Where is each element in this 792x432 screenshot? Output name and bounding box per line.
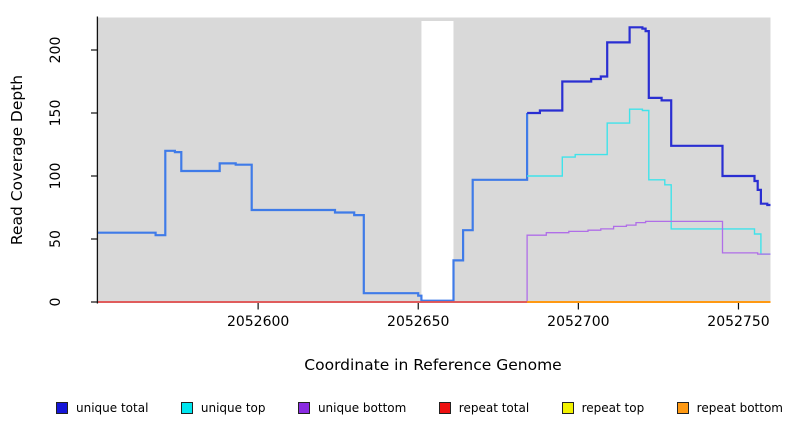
series-line-unique-bottom [98,220,771,303]
legend-item-unique-bottom: unique bottom [297,401,407,415]
x-tick-label: 2052700 [547,314,609,330]
series-line-unique-total [527,26,771,207]
legend-item-repeat-top: repeat top [561,401,645,415]
legend-swatch-repeat-bottom [676,402,689,414]
legend-item-repeat-bottom: repeat bottom [676,401,783,415]
x-tick-label: 2052750 [707,314,769,330]
masked-region [421,21,454,303]
legend-label: unique top [200,401,266,415]
y-tick-label: 100 [48,163,64,190]
series-line-unique-total-left [98,113,529,302]
legend-swatch-repeat-top [561,402,574,414]
legend: unique total unique top unique bottom repea… [56,399,783,417]
legend-item-repeat-total: repeat total [438,401,530,415]
legend-label: repeat total [458,401,530,415]
y-tick-label: 150 [48,100,64,127]
y-tick-label: 200 [48,37,64,64]
legend-label: repeat bottom [696,401,783,415]
y-tick-label: 50 [48,230,64,248]
series-line-unique-top [527,108,771,255]
legend-item-unique-top: unique top [180,401,266,415]
y-tick-label: 0 [48,298,64,307]
legend-label: repeat top [581,401,645,415]
y-axis-title: Read Coverage Depth [8,74,26,246]
legend-swatch-unique-total [56,402,68,414]
legend-swatch-unique-bottom [297,402,310,414]
x-tick-label: 2052650 [387,314,449,330]
legend-label: unique total [76,401,149,415]
x-tick-label: 2052600 [227,314,289,330]
x-axis-title: Coordinate in Reference Genome [304,356,562,374]
legend-item-unique-total: unique total [56,401,148,415]
legend-label: unique bottom [317,401,407,415]
legend-swatch-unique-top [180,402,193,414]
legend-swatch-repeat-total [438,402,451,414]
